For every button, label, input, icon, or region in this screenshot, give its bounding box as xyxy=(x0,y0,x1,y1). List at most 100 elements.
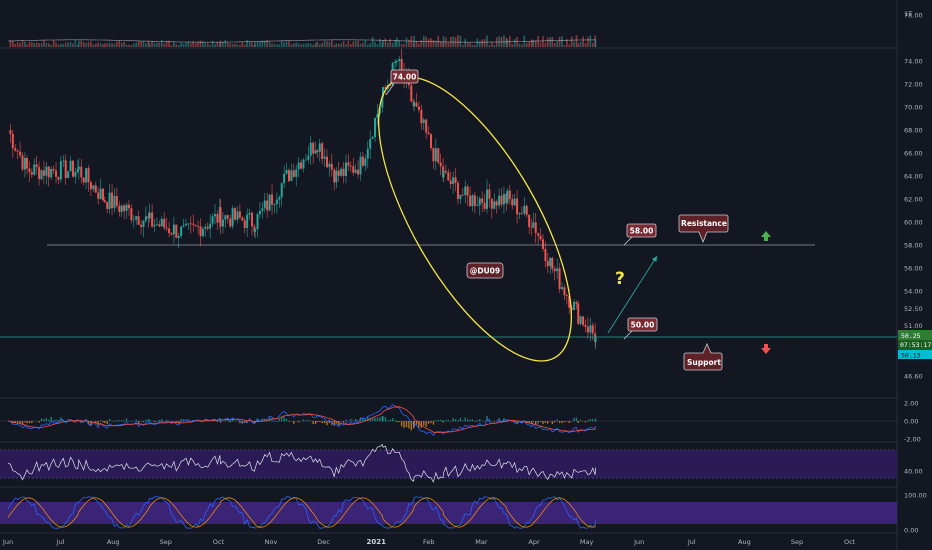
volume-bar xyxy=(566,39,568,47)
target-callout[interactable]: 58.00 xyxy=(623,223,657,246)
macd-histogram-bar xyxy=(231,419,234,422)
candle-body xyxy=(204,226,207,229)
candle-body xyxy=(52,168,55,171)
candle-body xyxy=(16,150,19,152)
macd-histogram-bar xyxy=(573,417,575,422)
peak-callout[interactable]: 74.00 xyxy=(385,69,419,96)
volume-bar xyxy=(103,43,106,47)
candle-body xyxy=(35,164,38,167)
time-axis[interactable]: Jun Jul Aug Sep Oct Nov Dec 2021 Feb Mar Apr May Jun… xyxy=(2,538,856,546)
author-callout[interactable]: @DU09 xyxy=(466,262,504,279)
candle-body xyxy=(258,211,261,215)
candle-body xyxy=(481,198,484,203)
candle-body xyxy=(40,170,43,180)
macd-histogram-bar xyxy=(158,420,161,422)
macd-histogram-bar xyxy=(321,421,323,424)
candle-body xyxy=(506,190,509,204)
candle-body xyxy=(201,228,204,237)
candle-body xyxy=(312,142,315,154)
macd-histogram-bar xyxy=(121,420,123,422)
macd-histogram-bar xyxy=(547,421,549,424)
volume-bar xyxy=(369,43,371,47)
candle-body xyxy=(563,287,566,296)
volume-bar xyxy=(90,41,92,47)
volume-bar xyxy=(77,44,79,47)
macd-histogram-bar xyxy=(364,419,367,422)
volume-bar xyxy=(577,43,580,47)
candle-body xyxy=(357,169,360,175)
candle-body xyxy=(21,155,24,170)
candle-body xyxy=(417,106,420,110)
volume-bar xyxy=(194,43,197,47)
candle-body xyxy=(229,218,232,227)
macd-histogram-bar xyxy=(347,421,350,422)
volume-bar xyxy=(430,38,432,47)
volume-bar xyxy=(400,43,403,47)
volume-bar xyxy=(156,42,158,47)
rsi-line xyxy=(7,443,596,483)
macd-histogram-bar xyxy=(493,421,495,422)
candle-body xyxy=(273,203,276,205)
volume-bar xyxy=(525,42,528,47)
macd-histogram-bar xyxy=(528,421,530,424)
macd-histogram-bar xyxy=(305,420,307,422)
resistance-callout[interactable]: Resistance xyxy=(678,214,729,244)
yellow-ellipse[interactable] xyxy=(341,49,608,388)
volume-bar xyxy=(563,44,566,47)
volume-bar xyxy=(26,44,28,47)
macd-histogram-bar xyxy=(153,421,156,423)
candle-body xyxy=(384,87,387,89)
macd-histogram-bar xyxy=(350,419,352,422)
candle-body xyxy=(342,168,345,176)
volume-bar xyxy=(175,44,178,47)
support-level-callout[interactable]: 50.00 xyxy=(623,317,658,340)
stoch-band xyxy=(0,502,897,524)
candle-body xyxy=(314,150,317,154)
volume-bar xyxy=(106,43,108,47)
candle-body xyxy=(442,170,445,178)
candle-body xyxy=(111,192,114,209)
macd-histogram-bar xyxy=(156,421,158,422)
volume-bar xyxy=(420,39,423,47)
candle-body xyxy=(147,216,150,219)
volume-bar xyxy=(214,43,216,47)
volume-bar xyxy=(239,44,241,47)
candle-body xyxy=(520,212,523,214)
candle-body xyxy=(333,169,336,183)
volume-bar xyxy=(173,41,175,47)
candle-body xyxy=(106,202,109,209)
macd-histogram-bar xyxy=(165,419,168,422)
volume-bar xyxy=(177,44,180,47)
volume-bar xyxy=(128,44,130,47)
volume-bar xyxy=(158,42,161,47)
candle-body xyxy=(283,173,286,184)
macd-histogram-bar xyxy=(563,421,566,423)
candle-body xyxy=(374,117,377,138)
volume-bar xyxy=(135,42,138,47)
volume-bar xyxy=(316,41,319,47)
x-tick-label: May xyxy=(580,538,594,546)
candle-body xyxy=(376,113,379,118)
support-callout[interactable]: Support xyxy=(683,343,723,371)
candle-body xyxy=(94,185,97,193)
volume-bar xyxy=(359,43,362,47)
volume-bar xyxy=(52,40,55,47)
candle-body xyxy=(221,219,224,227)
candle-body xyxy=(250,212,253,227)
volume-bar xyxy=(516,36,518,47)
macd-histogram-bar xyxy=(442,420,445,422)
macd-histogram-bar xyxy=(95,421,97,423)
candle-body xyxy=(584,325,587,327)
macd-histogram-bar xyxy=(584,421,587,423)
volume-bar xyxy=(261,40,264,47)
volume-bar xyxy=(435,40,437,47)
candle-body xyxy=(321,143,324,159)
x-tick-label: Sep xyxy=(791,538,803,546)
volume-bar xyxy=(163,43,166,47)
candle-body xyxy=(290,170,293,182)
candle-body xyxy=(165,227,168,229)
upward-arrow[interactable] xyxy=(607,255,658,334)
price-axis[interactable]: 78.00 74.00 72.00 70.00 68.00 66.00 64.00 62.00… xyxy=(904,12,923,381)
volume-bar xyxy=(236,44,239,47)
